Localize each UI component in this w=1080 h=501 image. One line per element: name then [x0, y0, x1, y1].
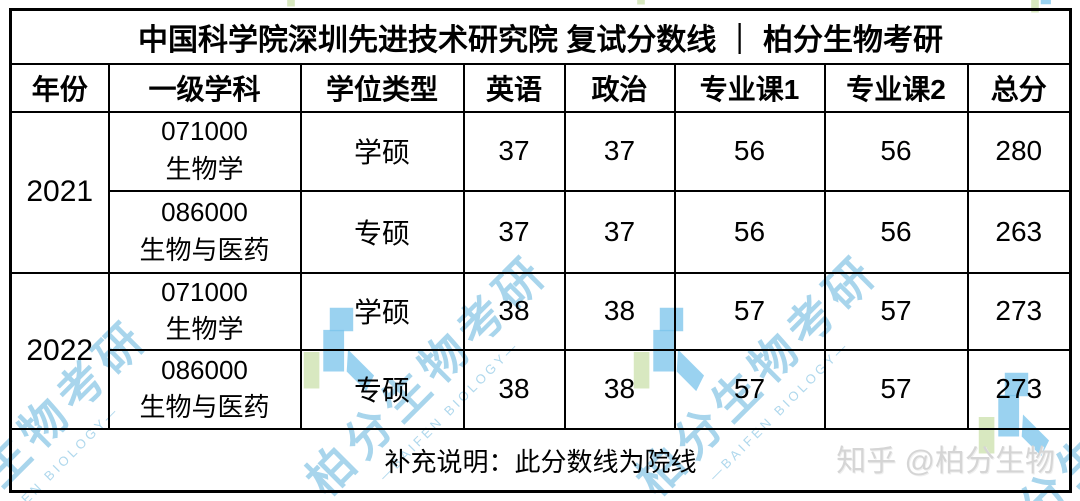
col-header-degree: 学位类型: [299, 62, 465, 113]
english-score: 38: [462, 348, 566, 430]
col-header-year: 年份: [9, 62, 110, 113]
major-name: 生物与医药: [139, 234, 270, 265]
year-cell: 2022: [9, 271, 110, 430]
major-code: 071000: [161, 276, 248, 307]
table-footer-row: 补充说明：此分数线为院线 知乎 @柏分生物: [9, 427, 1072, 493]
table-header-row: 年份 一级学科 学位类型 英语 政治 专业课1 专业课2 总分: [9, 62, 1072, 113]
politics-score: 37: [563, 110, 676, 192]
col-header-total: 总分: [966, 62, 1072, 113]
col-header-politics: 政治: [563, 62, 676, 113]
zhihu-watermark: 知乎 @柏分生物: [836, 445, 1056, 479]
course2-score: 57: [823, 348, 969, 430]
footer-cell: 补充说明：此分数线为院线 知乎 @柏分生物: [9, 427, 1072, 493]
table-row: 2021 071000 生物学 学硕 37 37 56 56 280: [9, 110, 1072, 274]
major-name: 生物学: [165, 154, 244, 184]
degree-cell: 学硕: [299, 110, 465, 192]
major-code: 071000: [161, 116, 248, 147]
course2-score: 56: [823, 110, 969, 192]
course1-score: 57: [673, 348, 826, 430]
major-cell: 071000 生物学: [107, 271, 302, 351]
page-title: 中国科学院深圳先进技术研究院 复试分数线 ｜ 柏分生物考研: [9, 8, 1072, 65]
col-header-course2: 专业课2: [823, 62, 969, 113]
major-code: 086000: [161, 354, 248, 385]
english-score: 37: [462, 110, 566, 192]
table-title-row: 中国科学院深圳先进技术研究院 复试分数线 ｜ 柏分生物考研: [9, 8, 1072, 65]
course1-score: 57: [673, 271, 826, 351]
major-name: 生物与医药: [139, 392, 270, 423]
course1-score: 56: [673, 189, 826, 274]
major-code: 086000: [161, 196, 248, 227]
english-score: 38: [462, 271, 566, 351]
politics-score: 38: [563, 271, 676, 351]
col-header-major: 一级学科: [107, 62, 302, 113]
table-row: 086000 生物与医药 专硕 38 38 57 57 273: [11, 348, 1072, 430]
major-cell: 086000 生物与医药: [107, 189, 302, 274]
total-score: 280: [966, 110, 1072, 192]
degree-cell: 专硕: [299, 189, 465, 274]
total-score: 263: [966, 189, 1072, 274]
major-name: 生物学: [165, 314, 244, 345]
degree-cell: 专硕: [299, 348, 465, 430]
year-cell: 2021: [9, 110, 110, 274]
major-cell: 086000 生物与医药: [107, 348, 302, 430]
politics-score: 37: [563, 189, 676, 274]
table-row: 086000 生物与医药 专硕 37 37 56 56 263: [11, 189, 1072, 274]
course1-score: 56: [673, 110, 826, 192]
footer-note: 补充说明：此分数线为院线: [384, 446, 697, 477]
english-score: 37: [462, 189, 566, 274]
politics-score: 38: [563, 348, 676, 430]
col-header-english: 英语: [462, 62, 566, 113]
major-cell: 071000 生物学: [107, 110, 302, 192]
score-table: 中国科学院深圳先进技术研究院 复试分数线 ｜ 柏分生物考研 年份 一级学科 学位…: [9, 8, 1073, 494]
course2-score: 57: [823, 271, 969, 351]
degree-cell: 学硕: [299, 271, 465, 351]
total-score: 273: [966, 348, 1072, 430]
total-score: 273: [966, 271, 1072, 351]
course2-score: 56: [823, 189, 969, 274]
col-header-course1: 专业课1: [673, 62, 826, 113]
table-row: 2022 071000 生物学 学硕 38 38 57 57 273: [9, 271, 1072, 430]
